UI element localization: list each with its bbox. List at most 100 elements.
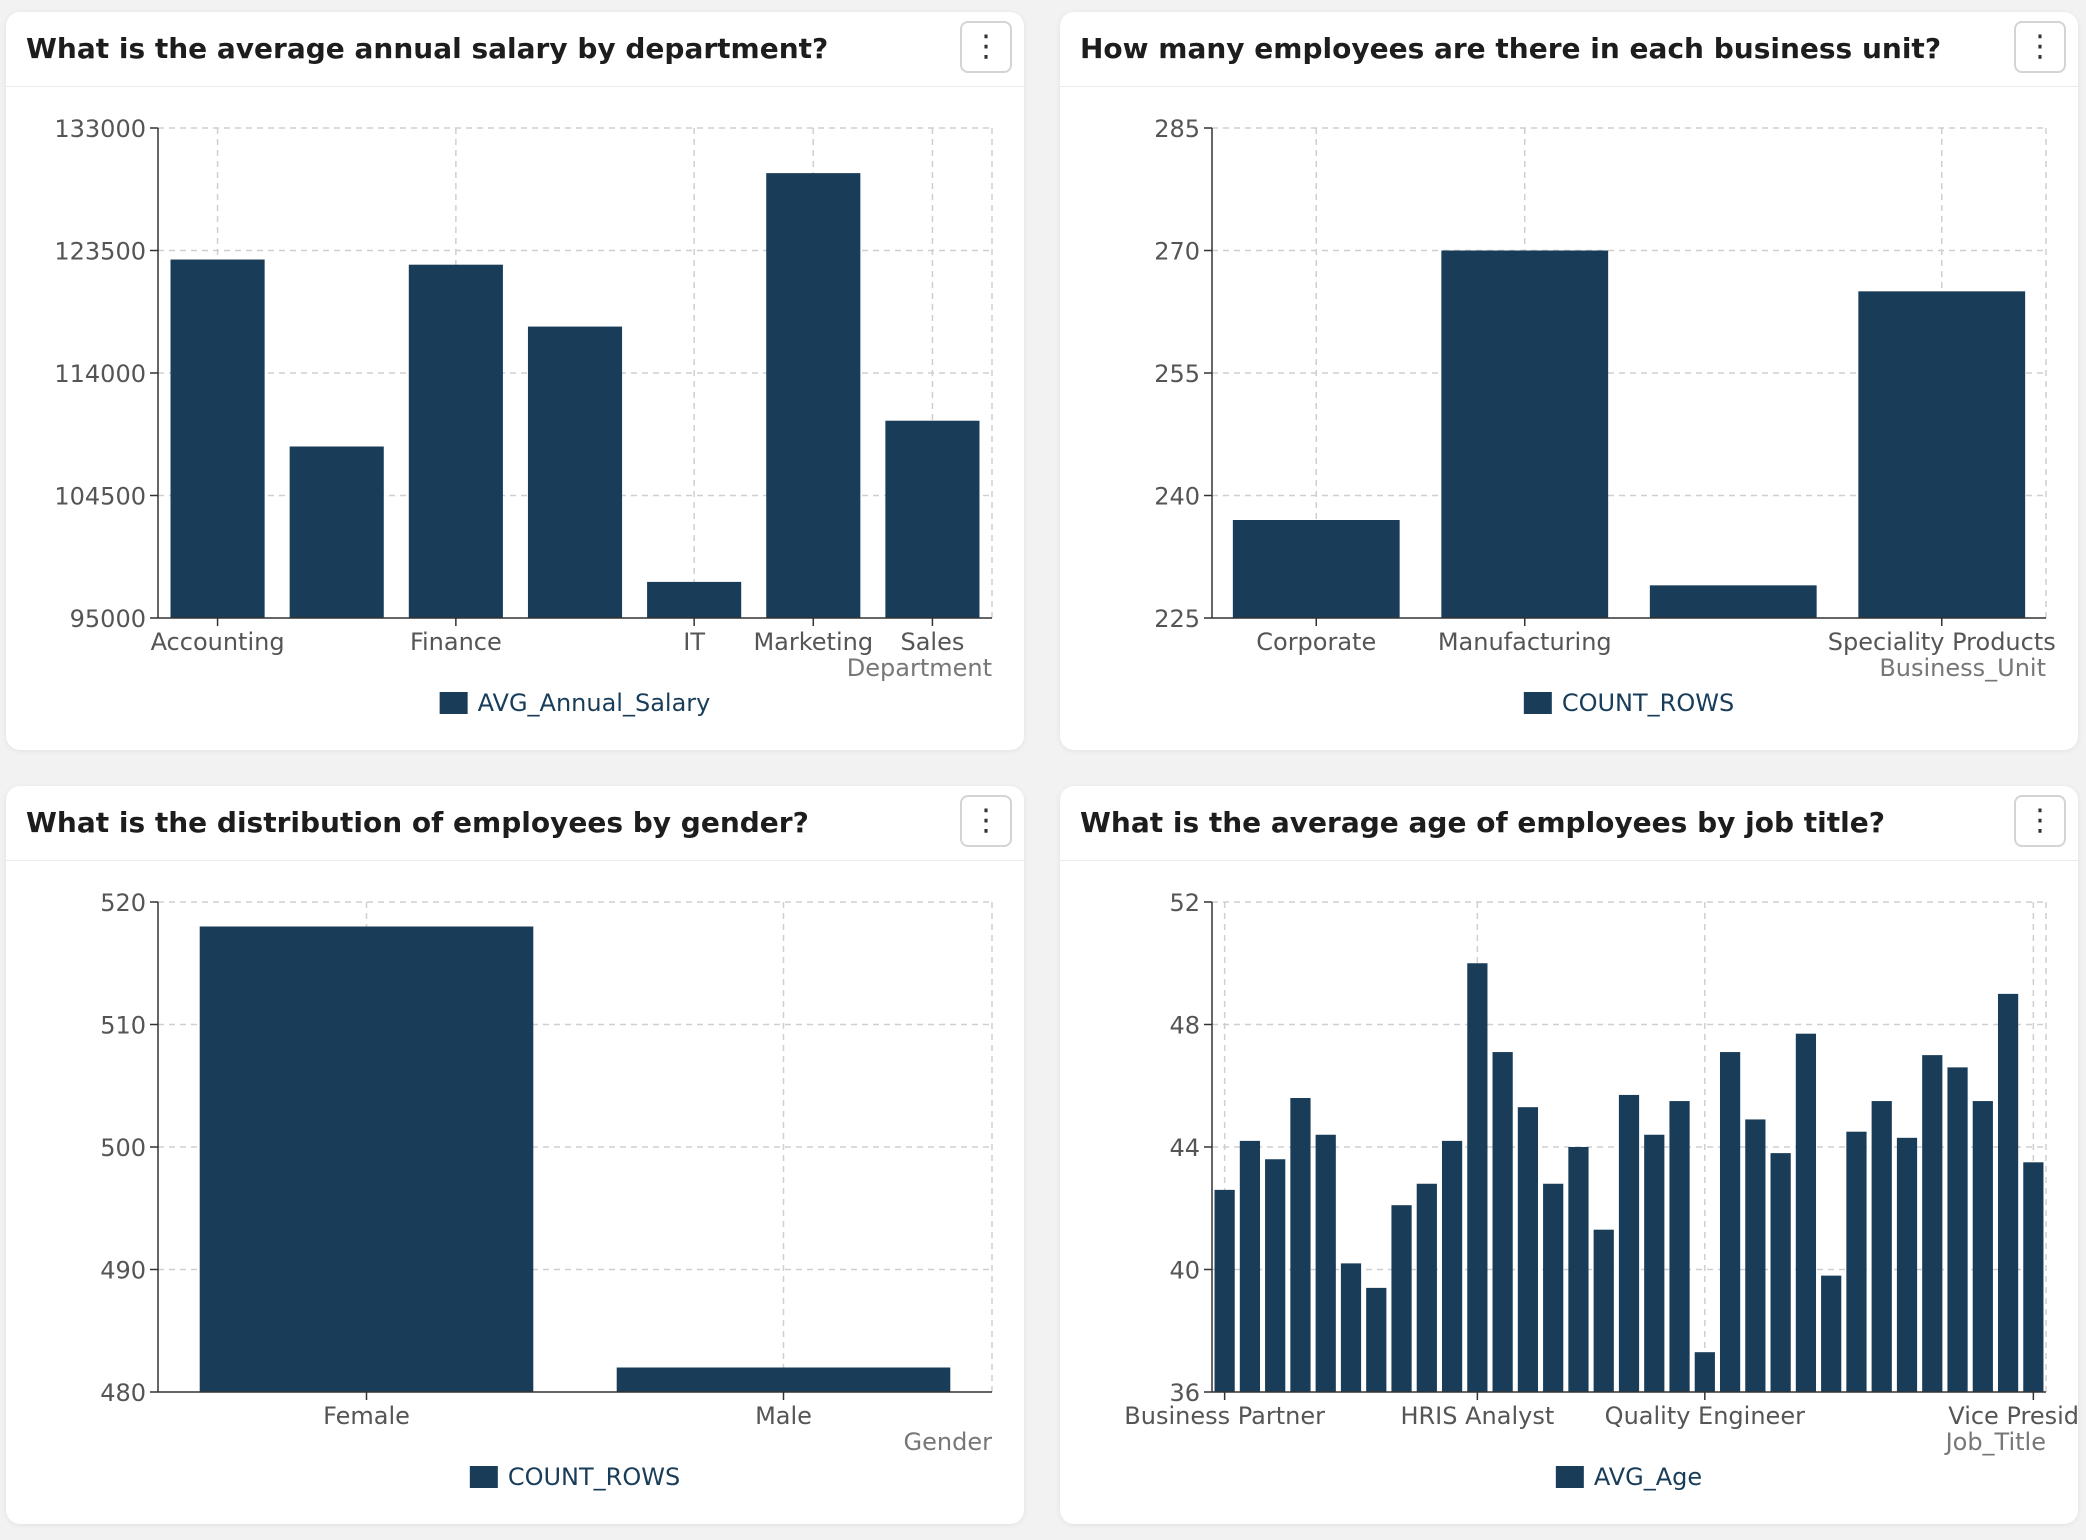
- bar: [1315, 1134, 1336, 1392]
- x-tick-label: Accounting: [151, 628, 285, 656]
- bar: [1391, 1205, 1412, 1392]
- bar: [1366, 1287, 1387, 1392]
- y-tick-label: 52: [1169, 889, 1200, 917]
- y-tick-label: 133000: [54, 115, 146, 143]
- bar: [766, 173, 861, 618]
- bar: [1947, 1067, 1968, 1392]
- bar: [1745, 1119, 1766, 1392]
- y-tick-label: 44: [1169, 1134, 1200, 1162]
- employees-by-business-unit-card: How many employees are there in each bus…: [1060, 12, 2078, 750]
- bar: [408, 264, 503, 618]
- card-header: What is the average age of employees by …: [1060, 786, 2078, 861]
- legend: AVG_Age: [1555, 1463, 1702, 1491]
- card-menu-button[interactable]: ⋮: [960, 795, 1012, 847]
- vertical-ellipsis-icon: ⋮: [971, 29, 1001, 64]
- bar: [1644, 1134, 1665, 1392]
- bar: [1858, 291, 2026, 618]
- bar: [1543, 1183, 1564, 1392]
- card-title: What is the distribution of employees by…: [26, 806, 809, 839]
- y-tick-label: 520: [100, 889, 146, 917]
- bar: [1821, 1275, 1842, 1392]
- job-title-age-bar-chart: 36 40 44 48 52 Business Partner HRIS Analyst Qu…: [1124, 889, 2078, 1491]
- bar: [1846, 1131, 1867, 1392]
- legend: AVG_Annual_Salary: [439, 689, 711, 717]
- business-unit-bar-chart: 225 240 255 270 285 Corporate Manufacturing Spe…: [1154, 115, 2056, 717]
- legend-swatch: [1555, 1466, 1584, 1488]
- card-header: How many employees are there in each bus…: [1060, 12, 2078, 87]
- x-tick-label: Quality Engineer: [1605, 1402, 1805, 1430]
- x-axis-title: Gender: [904, 1428, 993, 1456]
- legend-label: COUNT_ROWS: [1562, 689, 1734, 717]
- card-title: What is the average age of employees by …: [1080, 806, 1885, 839]
- bar: [1232, 520, 1400, 618]
- y-tick-label: 255: [1154, 360, 1200, 388]
- bar: [1340, 1263, 1362, 1392]
- bar: [1416, 1183, 1437, 1392]
- bar: [1239, 1140, 1261, 1392]
- salary-bar-chart: 95000 104500 114000 123500 133000 Accounting F…: [54, 115, 993, 717]
- bar: [647, 581, 742, 618]
- x-tick-label: Female: [323, 1402, 410, 1430]
- salary-by-department-card: What is the average annual salary by dep…: [6, 12, 1024, 750]
- y-tick-label: 225: [1154, 605, 1200, 633]
- bar: [1265, 1159, 1286, 1392]
- x-tick-label: HRIS Analyst: [1400, 1402, 1554, 1430]
- x-axis-title: Job_Title: [1944, 1428, 2046, 1456]
- legend: COUNT_ROWS: [1523, 689, 1734, 717]
- vertical-ellipsis-icon: ⋮: [2025, 29, 2055, 64]
- card-title: How many employees are there in each bus…: [1080, 32, 1942, 65]
- bar: [1649, 585, 1817, 618]
- x-tick-label: Business Partner: [1124, 1402, 1325, 1430]
- age-by-job-title-card: What is the average age of employees by …: [1060, 786, 2078, 1524]
- bar: [1441, 1140, 1463, 1392]
- bar: [1467, 963, 1488, 1392]
- y-tick-label: 490: [100, 1257, 146, 1285]
- bar: [1770, 1153, 1791, 1392]
- legend-label: AVG_Annual_Salary: [478, 689, 711, 717]
- x-tick-label: Speciality Products: [1828, 628, 2056, 656]
- bar: [616, 1367, 951, 1392]
- card-menu-button[interactable]: ⋮: [2014, 795, 2066, 847]
- y-tick-label: 500: [100, 1134, 146, 1162]
- y-tick-label: 40: [1169, 1257, 1200, 1285]
- bar: [1214, 1189, 1235, 1392]
- card-header: What is the distribution of employees by…: [6, 786, 1024, 861]
- y-tick-label: 510: [100, 1012, 146, 1040]
- card-menu-button[interactable]: ⋮: [960, 21, 1012, 73]
- legend: COUNT_ROWS: [469, 1463, 680, 1491]
- bar: [1618, 1094, 1640, 1392]
- y-tick-label: 114000: [54, 360, 146, 388]
- employees-by-gender-card: What is the distribution of employees by…: [6, 786, 1024, 1524]
- bar: [1795, 1033, 1817, 1392]
- x-axis-title: Department: [847, 654, 992, 682]
- x-tick-label: Manufacturing: [1438, 628, 1612, 656]
- bar: [1719, 1052, 1741, 1392]
- bar: [1694, 1352, 1715, 1392]
- bar: [170, 259, 265, 618]
- bar: [885, 420, 980, 618]
- y-tick-label: 285: [1154, 115, 1200, 143]
- legend-swatch: [439, 692, 468, 714]
- vertical-ellipsis-icon: ⋮: [2025, 803, 2055, 838]
- bar: [199, 926, 534, 1392]
- bar: [1593, 1229, 1614, 1392]
- card-menu-button[interactable]: ⋮: [2014, 21, 2066, 73]
- bar: [1871, 1101, 1892, 1392]
- bar: [1997, 993, 2019, 1392]
- x-axis-title: Business_Unit: [1879, 654, 2046, 682]
- y-tick-label: 36: [1169, 1379, 1200, 1407]
- card-header: What is the average annual salary by dep…: [6, 12, 1024, 87]
- y-tick-label: 480: [100, 1379, 146, 1407]
- y-tick-label: 104500: [54, 483, 146, 511]
- legend-label: AVG_Age: [1594, 1463, 1702, 1491]
- bar: [1517, 1107, 1539, 1392]
- x-tick-label: Marketing: [753, 628, 873, 656]
- bar: [1441, 250, 1609, 618]
- y-tick-label: 123500: [54, 238, 146, 266]
- bar: [1290, 1098, 1311, 1392]
- bar: [1568, 1147, 1589, 1392]
- x-tick-label: Finance: [410, 628, 502, 656]
- x-tick-label: Vice President: [1948, 1402, 2078, 1430]
- x-tick-label: Corporate: [1256, 628, 1376, 656]
- legend-label: COUNT_ROWS: [508, 1463, 680, 1491]
